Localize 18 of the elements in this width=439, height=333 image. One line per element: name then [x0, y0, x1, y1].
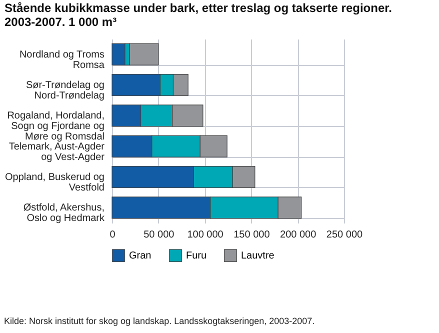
chart-title: Stående kubikkmasse under bark, etter treslag og takserte regioner. 2003-2007. 1 000 m³ [4, 1, 392, 29]
y-tick-label: Nordland og Troms Romsa [19, 49, 105, 71]
x-tick-label: 0 [110, 230, 116, 240]
x-tick-label: 250 000 [326, 230, 364, 240]
legend-label: Gran [129, 250, 152, 262]
x-tick-label: 50 000 [144, 230, 175, 240]
y-tick-label: Rogaland, Hordaland, Sogn og Fjordane og Møre og Romsdal [7, 110, 104, 143]
bar [112, 43, 126, 66]
x-tick-label: 150 000 [234, 230, 270, 240]
x-tick-label: 200 000 [280, 230, 317, 240]
text: Kilde: Norsk institutt for skog og landskap. Landsskogtakseringen, 2003-2007. [3, 315, 316, 326]
y-tick-label: Telemark, Aust-Agder og Vest-Agder [8, 141, 106, 163]
y-tick-label: Oppland, Buskerud og Vestfold [4, 172, 104, 194]
legend-label: Lauvtre [241, 250, 275, 262]
legend-label: Furu [186, 250, 207, 262]
y-tick-label: Sør-Trøndelag og Nord-Trøndelag [26, 80, 104, 102]
y-tick-label: Østfold, Akershus, Oslo og Hedmark [23, 202, 106, 224]
x-tick-label: 100 000 [187, 230, 224, 240]
